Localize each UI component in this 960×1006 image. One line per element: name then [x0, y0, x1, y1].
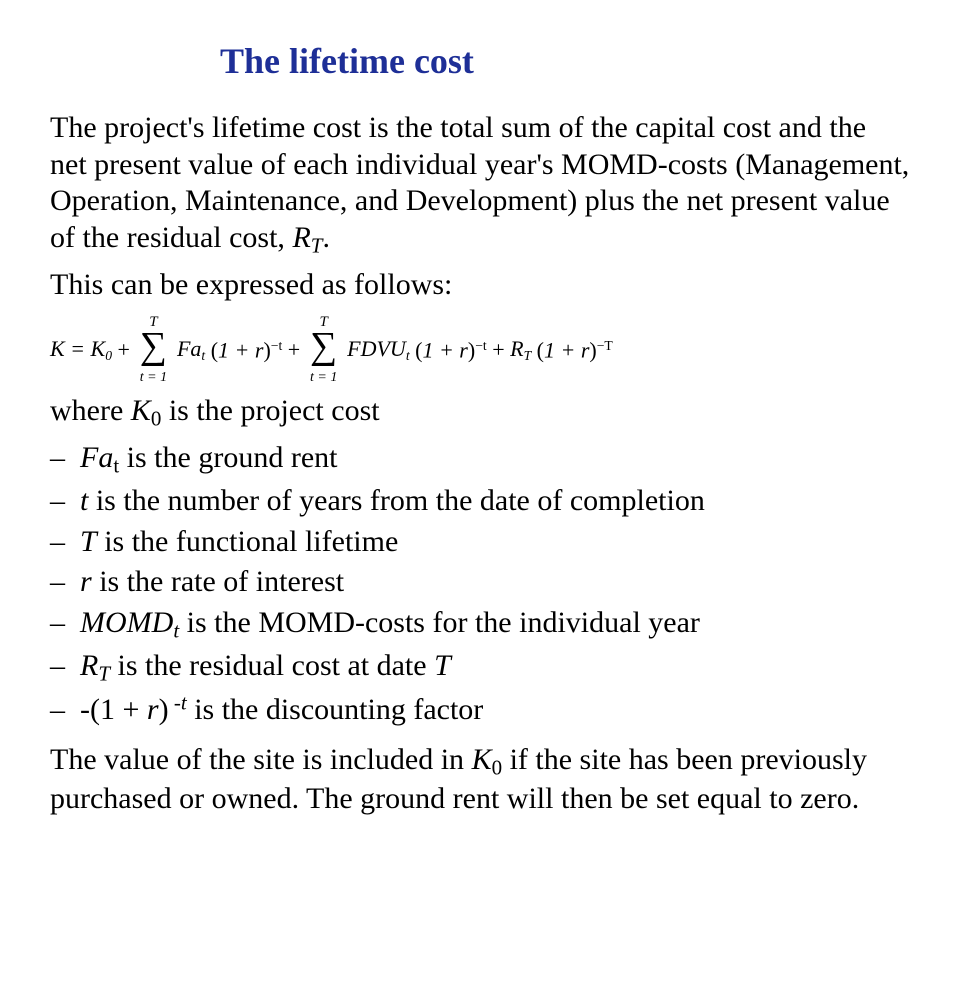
list-item: –r is the rate of interest	[50, 564, 910, 601]
formula-fa-sub: t	[201, 348, 205, 363]
sigma-block-1: T ∑ t = 1	[135, 317, 171, 383]
paren-close-3: )	[589, 337, 596, 362]
one-plus-r-1: 1 + r	[218, 337, 263, 362]
bullet-5: RT is the residual cost at date T	[80, 649, 451, 682]
formula-fa: Fa	[177, 336, 201, 361]
sigma-lower-2: t = 1	[306, 371, 342, 385]
list-item: –RT is the residual cost at date T	[50, 648, 910, 687]
closing-paragraph: The value of the site is included in K0 …	[50, 742, 910, 817]
sigma-symbol-2: ∑	[306, 327, 342, 365]
list-item: –T is the functional lifetime	[50, 524, 910, 561]
sigma-block-2: T ∑ t = 1	[306, 317, 342, 383]
list-item: –Fat is the ground rent	[50, 440, 910, 479]
exp-minus-big-t: −T	[597, 338, 613, 353]
formula-fdvu: FDVU	[347, 336, 406, 361]
list-item: –MOMDt is the MOMD-costs for the individ…	[50, 605, 910, 644]
exp-minus-t-2: −t	[475, 338, 486, 353]
formula-r: R	[510, 336, 523, 361]
one-plus-r-2: 1 + r	[422, 337, 467, 362]
where-line: where K0 is the project cost	[50, 393, 910, 432]
formula-r-sub: T	[524, 348, 532, 363]
bullet-3: r is the rate of interest	[80, 565, 344, 598]
paren-open-3: (	[537, 337, 544, 362]
paren-open-1: (	[211, 337, 218, 362]
formula-plus-3: +	[492, 339, 504, 361]
list-item: –t is the number of years from the date …	[50, 483, 910, 520]
intro-paragraph: The project's lifetime cost is the total…	[50, 110, 910, 259]
bullet-0: Fat is the ground rent	[80, 441, 337, 474]
formula-plus-1: +	[118, 339, 130, 361]
lifetime-cost-formula: K = K0 + T ∑ t = 1 Fat (1 + r)−t + T ∑ t…	[50, 317, 910, 383]
page: The lifetime cost The project's lifetime…	[0, 0, 960, 1006]
formula-fdvu-sub: t	[406, 348, 410, 363]
formula-lhs: K = K	[50, 336, 105, 361]
bullet-6: -(1 + r) -t is the discounting factor	[80, 693, 483, 726]
lead-in-text: This can be expressed as follows:	[50, 267, 910, 304]
sigma-lower-1: t = 1	[135, 371, 171, 385]
bullet-4: MOMDt is the MOMD-costs for the individu…	[80, 606, 700, 639]
bullet-2: T is the functional lifetime	[80, 525, 398, 558]
sigma-symbol-1: ∑	[135, 327, 171, 365]
paren-close-1: )	[263, 337, 270, 362]
list-item: –-(1 + r) -t is the discounting factor	[50, 690, 910, 728]
bullet-1: t is the number of years from the date o…	[80, 484, 705, 517]
exp-minus-t-1: −t	[271, 338, 282, 353]
formula-k0-sub: 0	[105, 348, 112, 363]
one-plus-r-3: 1 + r	[544, 337, 589, 362]
formula-plus-2: +	[288, 339, 300, 361]
page-title: The lifetime cost	[50, 40, 910, 82]
definition-list: –Fat is the ground rent –t is the number…	[50, 440, 910, 728]
